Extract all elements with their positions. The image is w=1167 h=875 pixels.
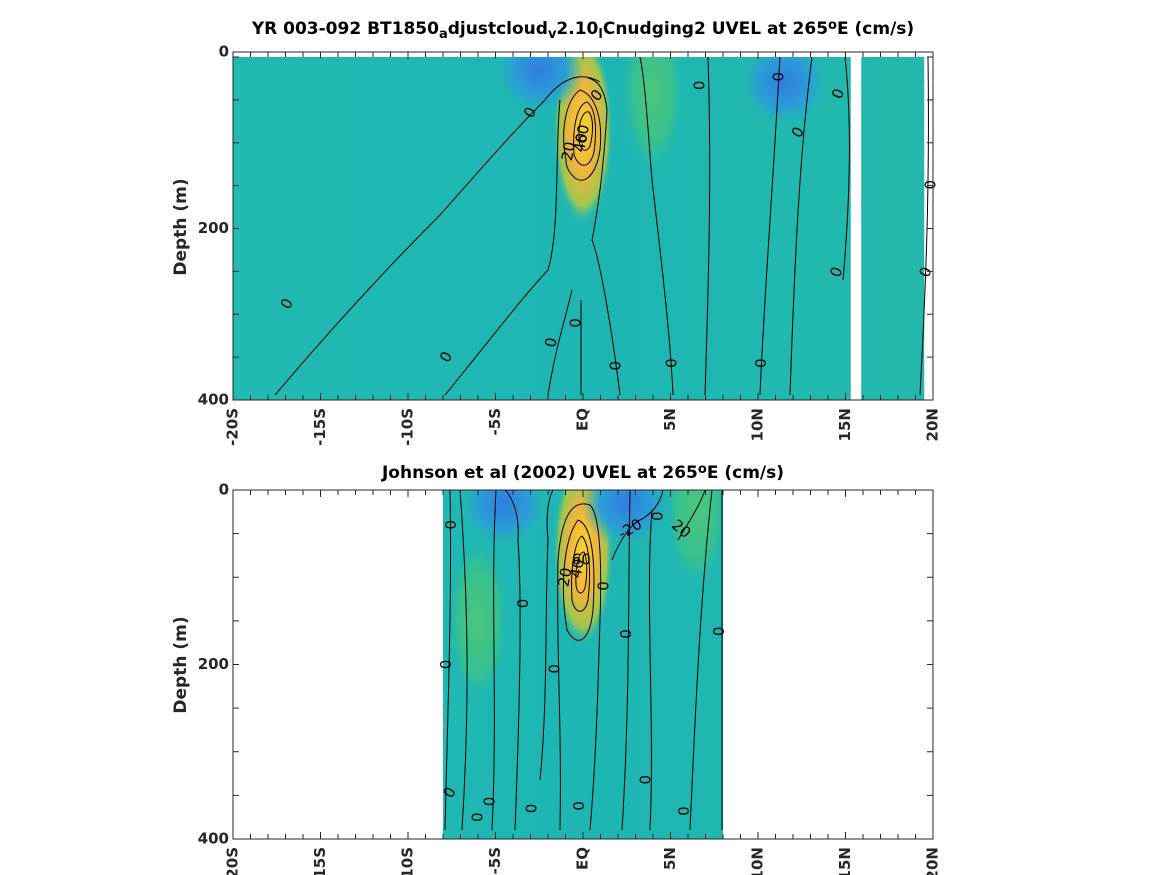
field-clip (443, 490, 723, 839)
contour-label: 0 (691, 81, 709, 91)
x-tick-label: 10N (749, 847, 767, 875)
contour-label: 0 (710, 627, 728, 637)
contour-label: 0 (481, 797, 499, 807)
bottom-panel-y-tick-labels: 0 200 400 (198, 481, 229, 848)
x-tick-label: 20N (924, 847, 942, 875)
x-tick-label: 5N (661, 408, 679, 431)
y-tick-label: 400 (198, 391, 229, 409)
contour-label: 0 (437, 660, 455, 670)
contour-label: 0 (546, 664, 564, 674)
westward-region (739, 57, 830, 128)
title-segment: a (439, 27, 448, 42)
top-panel: YR 003-092 BT1850adjustcloudv2.10lCnudgi… (171, 18, 942, 446)
contour-label: 0 (649, 511, 667, 521)
contour-label: 0 (663, 358, 681, 368)
title-segment: E (cm/s) (707, 463, 784, 483)
contour-label: 20 (558, 140, 579, 162)
top-panel-y-tick-labels: 0 200 400 (198, 43, 229, 409)
westward-region (581, 490, 672, 549)
top-panel-title: YR 003-092 BT1850adjustcloudv2.10lCnudgi… (251, 18, 914, 42)
top-panel-y-axis-label: Depth (m) (171, 178, 191, 275)
top-panel-contour-lines (274, 56, 929, 396)
eastward-region (666, 490, 723, 588)
title-segment: Cnudging2 UVEL at 265 (603, 19, 828, 39)
top-panel-axes (232, 51, 934, 401)
x-tick-label: -15S (311, 847, 329, 875)
x-tick-label: -5S (486, 408, 504, 435)
contour-label: 0 (675, 806, 693, 816)
y-tick-label: 400 (198, 830, 229, 848)
top-panel-x-tick-labels: -20S -15S -10S -5S EQ 5N 10N 15N 20N (224, 408, 942, 446)
x-tick-label: EQ (574, 847, 592, 870)
contour-label: 0 (567, 318, 585, 328)
eastward-region (448, 540, 508, 701)
title-segment: o (698, 462, 707, 477)
contour-label: 0 (617, 629, 635, 639)
x-tick-label: -20S (224, 408, 242, 446)
title-segment: Johnson et al (2002) UVEL at 265 (381, 463, 698, 483)
contour-label: 0 (752, 358, 770, 368)
contour-label: 0 (637, 775, 655, 785)
bottom-panel-contour-lines (444, 489, 723, 831)
contour-label: 0 (607, 361, 625, 371)
x-tick-label: -20S (224, 847, 242, 875)
title-segment: djustcloud (448, 19, 548, 39)
title-segment: v (548, 27, 557, 42)
x-tick-label: -10S (399, 408, 417, 446)
bottom-panel-x-tick-labels: -20S -15S -10S -5S EQ 5N 10N 15N 20N (224, 847, 942, 875)
contour-label: 40 (570, 132, 591, 154)
contour-label: 0 (770, 72, 788, 82)
y-tick-label: 200 (198, 219, 229, 237)
westward-region (459, 490, 550, 549)
contour-label: 0 (514, 599, 532, 609)
x-tick-label: -10S (399, 847, 417, 875)
x-tick-label: 20N (924, 408, 942, 441)
contour-label: 0 (922, 180, 940, 190)
westward-region (494, 57, 585, 115)
contour-label: 0 (541, 336, 560, 349)
title-segment: E (cm/s) (837, 19, 914, 39)
bottom-panel-y-axis-label: Depth (m) (171, 616, 191, 713)
title-segment: o (828, 18, 837, 33)
contour-label: 0 (595, 581, 613, 591)
x-tick-label: 10N (749, 408, 767, 441)
x-tick-label: EQ (574, 408, 592, 431)
title-segment: l (598, 27, 602, 42)
x-tick-label: -15S (311, 408, 329, 446)
contour-label: 0 (523, 804, 541, 814)
bottom-panel-axes (232, 489, 934, 840)
contour-label: 0 (570, 801, 588, 811)
x-tick-label: 5N (661, 847, 679, 870)
contour-label: 0 (442, 520, 460, 530)
bottom-panel: Johnson et al (2002) UVEL at 265oE (cm/s… (171, 462, 942, 875)
y-tick-label: 0 (219, 43, 229, 61)
contour-label: 0 (469, 812, 487, 822)
title-segment: YR 003-092 BT1850 (251, 19, 439, 39)
y-tick-label: 0 (219, 481, 229, 499)
bottom-panel-title: Johnson et al (2002) UVEL at 265oE (cm/s… (381, 462, 784, 483)
bottom-panel-velocity-field (443, 490, 723, 839)
y-tick-label: 200 (198, 655, 229, 673)
contour-label: 60 (572, 123, 593, 145)
eastward-region (623, 57, 683, 172)
contour-label: 20 (554, 566, 575, 588)
title-segment: 2.10 (556, 19, 598, 39)
x-tick-label: 15N (836, 408, 854, 441)
top-panel-velocity-field (233, 57, 925, 400)
field-clip (233, 57, 925, 400)
x-tick-label: -5S (486, 847, 504, 874)
contour-label: 40 (567, 557, 588, 579)
x-tick-label: 15N (836, 847, 854, 875)
contour-label: 60 (572, 550, 591, 568)
